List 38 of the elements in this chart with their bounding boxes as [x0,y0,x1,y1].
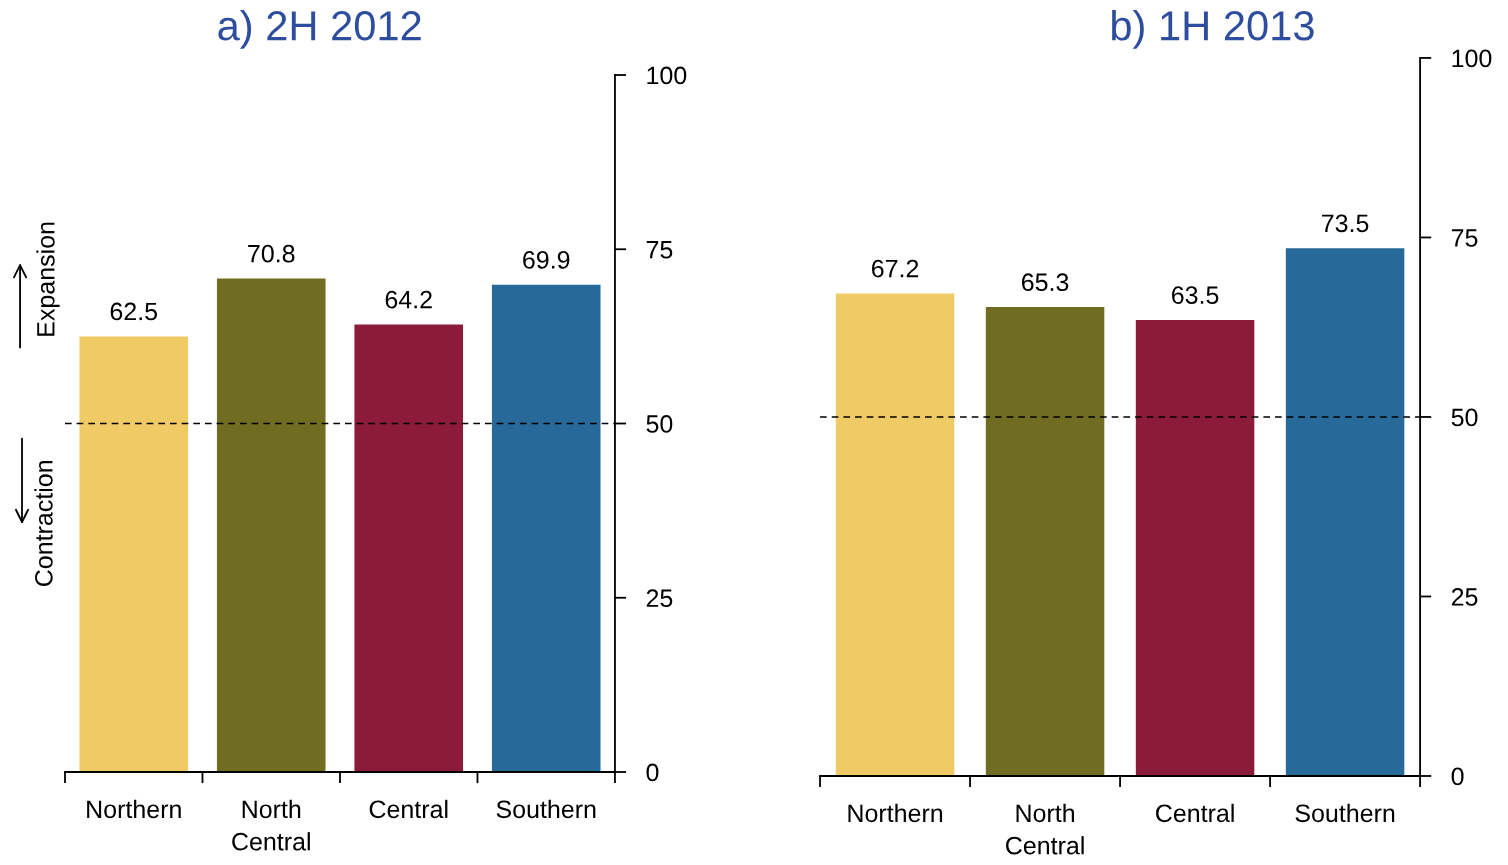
x-tick-label: Southern [1295,803,1395,823]
text: Expansion [36,222,60,336]
data-label: 65.3 [1022,273,1069,292]
x-tick-label: Central [1156,803,1234,823]
x-tick-label: Southern [496,799,596,819]
data-label: 63.5 [1172,286,1219,304]
data-label: 62.5 [110,302,158,321]
y-tick-label: 75 [1451,229,1478,247]
text: Contraction [34,461,53,586]
bar [1135,320,1255,776]
bar [491,284,601,773]
y-tick-label: 25 [646,589,673,608]
x-tick-label: Northern [848,803,943,823]
y-tick-label: 100 [647,66,687,85]
x-tick-label: North Central [1006,803,1084,855]
bar [354,324,464,773]
chart-title: a) 2H 2012 [218,9,421,49]
bar [985,307,1105,776]
y-tick-label: 100 [1452,49,1492,68]
y-tick-label: 0 [1451,767,1464,786]
data-label: 69.9 [523,251,570,269]
bar [216,278,326,773]
data-label: 70.8 [248,244,295,263]
data-label: 73.5 [1322,214,1369,233]
x-tick-label: Northern [87,799,181,819]
y-tick-label: 50 [646,415,673,433]
y-tick-label: 50 [1451,408,1478,427]
bar [79,336,189,773]
chart-title: b) 1H 2013 [1112,9,1314,49]
bar [1285,248,1405,776]
x-tick-label: Central [369,799,448,819]
data-label: 64.2 [385,290,432,309]
y-tick-label: 25 [1451,588,1478,606]
bar [835,293,955,776]
y-tick-label: 0 [646,763,659,782]
x-tick-label: North Central [232,799,310,851]
data-label: 67.2 [872,259,919,278]
y-tick-label: 75 [646,241,673,259]
